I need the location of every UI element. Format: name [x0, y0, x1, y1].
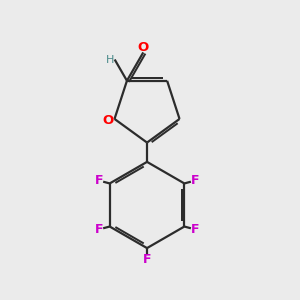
Text: F: F — [191, 223, 200, 236]
Text: F: F — [94, 223, 103, 236]
Text: F: F — [191, 174, 200, 187]
Text: F: F — [94, 174, 103, 187]
Text: O: O — [102, 114, 114, 127]
Text: H: H — [106, 55, 114, 64]
Text: F: F — [143, 253, 151, 266]
Text: O: O — [138, 40, 149, 54]
